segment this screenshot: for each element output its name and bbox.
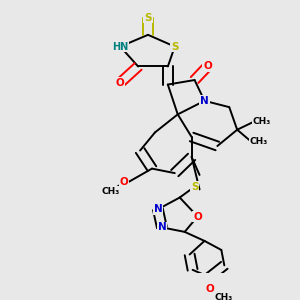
Text: CH₃: CH₃ — [214, 293, 232, 300]
Text: CH₃: CH₃ — [250, 137, 268, 146]
Text: O: O — [116, 78, 125, 88]
Text: O: O — [205, 284, 214, 294]
Text: S: S — [144, 13, 152, 23]
Text: CH₃: CH₃ — [253, 117, 271, 126]
Text: CH₃: CH₃ — [101, 187, 119, 196]
Text: O: O — [193, 212, 202, 221]
Text: N: N — [158, 222, 166, 233]
Text: S: S — [171, 42, 178, 52]
Text: HN: HN — [112, 42, 128, 52]
Text: S: S — [191, 182, 198, 192]
Text: O: O — [120, 177, 129, 187]
Text: O: O — [203, 61, 212, 71]
Text: N: N — [200, 96, 209, 106]
Text: N: N — [154, 204, 162, 214]
